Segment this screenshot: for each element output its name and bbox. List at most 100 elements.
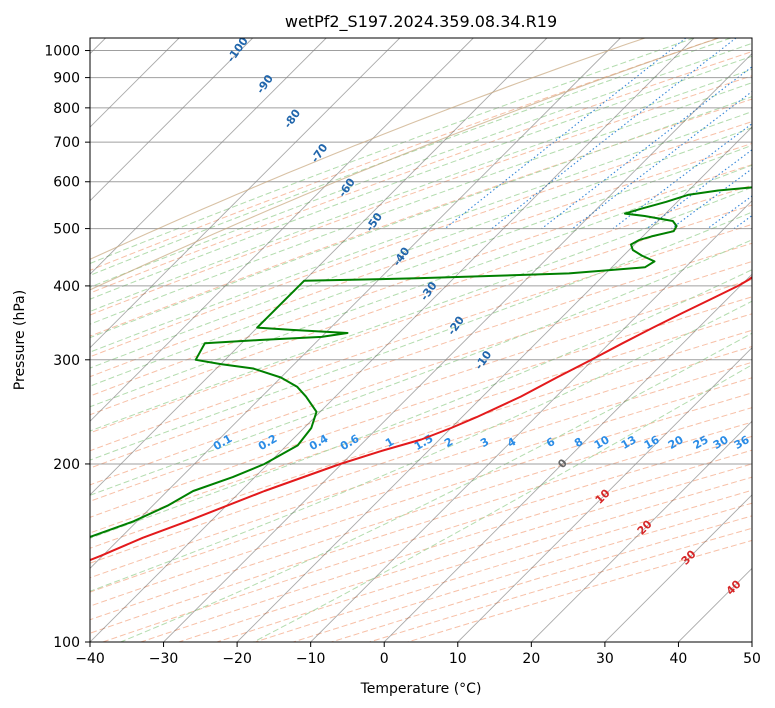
isotherm-line <box>163 52 752 642</box>
dry-adiabat-line <box>90 75 752 316</box>
x-axis-label: Temperature (°C) <box>360 681 482 697</box>
dry-adiabat-line <box>90 261 752 486</box>
moist-adiabat-line <box>90 300 752 592</box>
mixing-ratio-label: 0.4 <box>307 432 331 453</box>
background-lines <box>90 38 752 642</box>
mixing-ratio-label: 36 <box>732 433 752 452</box>
dry-adiabat-line <box>90 50 752 294</box>
isotherm-line <box>236 126 752 642</box>
moist-adiabat-line <box>253 364 752 642</box>
dry-adiabat-line <box>90 392 752 607</box>
dry-adiabat-label: -70 <box>308 141 330 165</box>
dry-adiabat-line <box>90 329 752 549</box>
moist-adiabat-line <box>90 211 752 461</box>
x-tick-label: 10 <box>449 651 467 667</box>
moist-adiabat-line <box>90 186 752 432</box>
dry-adiabat-line <box>90 184 752 416</box>
mixing-ratio-label: 2 <box>442 435 455 450</box>
dry-adiabat-line <box>90 142 752 378</box>
isotherm-line <box>383 273 752 642</box>
dry-adiabat-line <box>90 204 752 434</box>
y-tick-label: 600 <box>53 175 80 191</box>
dry-adiabat-line <box>90 313 752 534</box>
isotherm-line <box>310 200 752 642</box>
mixing-ratio-label: 4 <box>505 435 518 450</box>
moist-adiabat-line <box>90 38 695 265</box>
x-tick-label: 40 <box>670 651 688 667</box>
isotherm-line <box>90 38 621 570</box>
x-tick-label: −30 <box>149 651 179 667</box>
dry-adiabat-line <box>90 345 752 564</box>
y-tick-label: 900 <box>53 71 80 87</box>
x-tick-label: 30 <box>596 651 614 667</box>
chart-title: wetPf2_S197.2024.359.08.34.R19 <box>285 12 557 32</box>
isotherm-line <box>457 347 752 642</box>
moist-adiabat-line <box>90 144 752 387</box>
dry-adiabat-label: -80 <box>281 107 303 131</box>
moist-adiabat-line <box>90 68 752 312</box>
mixing-ratio-label: 0.1 <box>211 432 234 453</box>
moist-adiabat-line <box>120 332 752 642</box>
x-tick-label: 20 <box>522 651 540 667</box>
x-tick-label: −10 <box>296 651 326 667</box>
isotherm-line <box>604 494 752 642</box>
mixing-ratio-line <box>707 195 752 230</box>
y-tick-label: 700 <box>53 135 80 151</box>
mixing-ratio-label: 3 <box>478 435 491 450</box>
dry-adiabat-label: -100 <box>224 34 251 64</box>
moist-adiabat-line <box>90 164 752 408</box>
dry-adiabat-line <box>90 223 752 452</box>
moist-adiabat-line <box>90 38 731 276</box>
dry-adiabat-label: -90 <box>254 72 276 96</box>
isotherm-line <box>90 38 254 202</box>
dry-adiabat-line <box>293 502 752 642</box>
y-tick-label: 300 <box>53 353 80 369</box>
dry-adiabat-line <box>90 164 752 397</box>
moist-adiabat-line <box>90 239 752 496</box>
temperature-profile-line <box>90 275 752 562</box>
x-axis-ticks: −40 −30 −20 −10 0 10 20 30 40 50 <box>75 642 761 667</box>
dry-adiabat-line <box>90 98 752 337</box>
moist-adiabat-line <box>90 127 752 369</box>
moist-adiabat-label: 40 <box>724 577 744 597</box>
dry-adiabat-line <box>90 242 752 469</box>
reference-curve <box>90 38 646 260</box>
moist-adiabat-line <box>90 111 752 353</box>
moist-adiabat-line <box>90 42 752 288</box>
moist-adiabat-line <box>90 82 752 325</box>
mixing-ratio-line <box>733 214 752 230</box>
dry-adiabat-line <box>90 361 752 579</box>
y-axis-ticks: 100 200 300 400 500 600 700 800 900 1000 <box>44 44 90 651</box>
moist-adiabat-label: 20 <box>635 517 655 537</box>
x-tick-label: 0 <box>380 651 389 667</box>
plot-frame <box>89 37 753 643</box>
mixing-ratio-label: 30 <box>711 433 731 452</box>
isotherm-line <box>90 38 695 642</box>
isotherm-line <box>90 38 474 422</box>
x-tick-label: 50 <box>743 651 761 667</box>
dry-adiabat-label: -10 <box>472 348 494 372</box>
dry-adiabat-line <box>90 38 719 271</box>
sounding-profiles <box>90 186 752 562</box>
mixing-ratio-line <box>572 90 752 230</box>
dry-adiabat-label: -30 <box>418 279 440 303</box>
mixing-ratio-label: 0.6 <box>338 432 362 453</box>
x-tick-label: −20 <box>222 651 252 667</box>
moist-adiabat-line <box>90 269 752 539</box>
dry-adiabat-line <box>102 435 752 642</box>
mixing-ratio-label: 20 <box>666 433 686 452</box>
dry-adiabat-line <box>90 377 752 593</box>
y-tick-label: 1000 <box>44 44 80 60</box>
isotherm-line <box>90 38 327 275</box>
mixing-ratio-line <box>671 168 752 230</box>
isotherm-line <box>751 641 752 642</box>
isotherm-line <box>90 38 401 349</box>
reference-curve <box>90 38 720 291</box>
dewpoint-profile-line <box>90 186 752 538</box>
x-tick-label: −40 <box>75 651 105 667</box>
dry-adiabat-line <box>90 121 752 358</box>
isotherm-line <box>530 420 752 642</box>
moist-adiabat-line <box>90 96 752 339</box>
y-tick-label: 400 <box>53 279 80 295</box>
